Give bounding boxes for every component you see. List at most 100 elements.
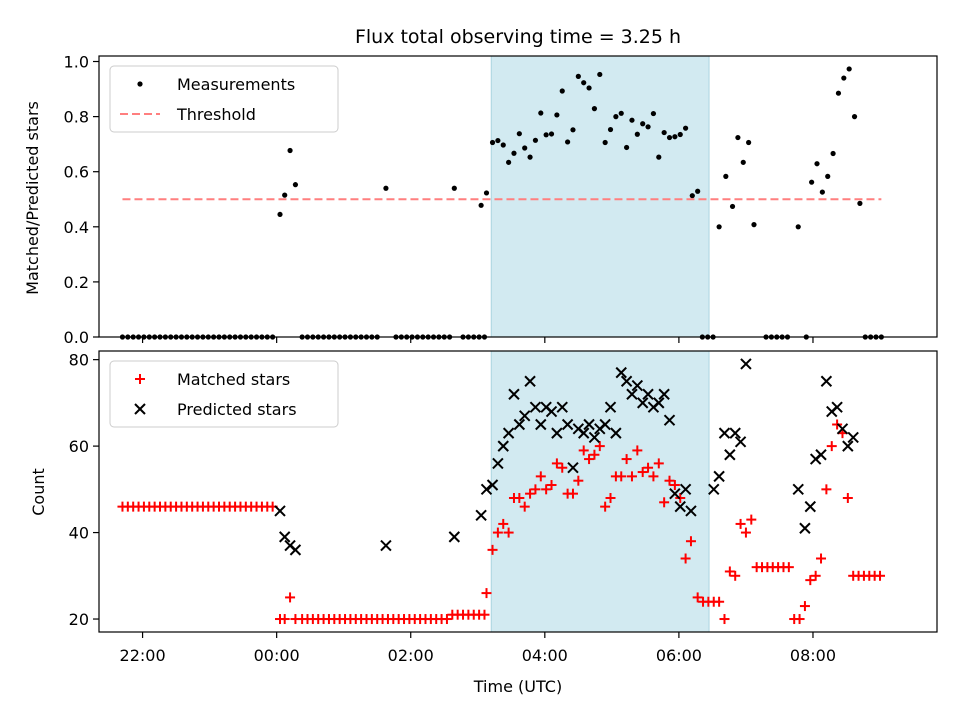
- x-b: [508, 388, 520, 400]
- measurement-point: [527, 154, 533, 160]
- predicted-point: [658, 388, 670, 400]
- x-b: [615, 366, 627, 379]
- x-b: [545, 405, 558, 418]
- measurement-point: [602, 139, 608, 146]
- x-b: [734, 436, 747, 448]
- matched-point: [605, 492, 616, 503]
- x-b: [513, 418, 526, 431]
- matched-point: [643, 462, 654, 473]
- measurement-point: [819, 189, 825, 195]
- predicted-point: [492, 457, 504, 470]
- predicted-point: [620, 375, 633, 387]
- measurement-point: [565, 139, 571, 145]
- series-measurements: [119, 66, 884, 340]
- matched-point: [653, 458, 664, 469]
- predicted-point: [599, 418, 611, 431]
- predicted-point: [847, 431, 859, 444]
- predicted-point: [815, 449, 827, 461]
- predicted-point: [577, 427, 590, 439]
- measurement-point: [795, 224, 801, 230]
- x-b: [486, 479, 499, 491]
- legend-box: [109, 65, 339, 133]
- x-b: [740, 358, 752, 370]
- measurement-point: [581, 80, 587, 86]
- predicted-point: [497, 440, 509, 452]
- predicted-point: [561, 418, 574, 431]
- measurement-point: [634, 131, 640, 137]
- matched-point: [498, 518, 509, 529]
- measurement-point: [851, 114, 858, 120]
- matched-point: [746, 514, 757, 525]
- measurement-point: [689, 193, 695, 199]
- predicted-point: [685, 505, 697, 517]
- matched-point: [805, 575, 816, 586]
- matched-point: [492, 527, 503, 538]
- predicted-point: [524, 375, 536, 387]
- measurement-point: [814, 161, 820, 167]
- measurement-point: [746, 139, 752, 146]
- x-b: [567, 462, 579, 474]
- matched-point: [479, 609, 490, 620]
- measurement-point: [575, 73, 581, 79]
- matched-point: [794, 614, 805, 625]
- predicted-point: [380, 539, 392, 552]
- x-b: [480, 483, 493, 496]
- x-b: [847, 431, 859, 444]
- plot-frame: [98, 350, 938, 633]
- matched-point: [669, 480, 680, 491]
- measurement-point: [735, 134, 741, 141]
- predicted-point: [278, 531, 291, 543]
- x-b: [448, 531, 461, 543]
- predicted-point: [713, 470, 725, 483]
- measurement-point: [559, 88, 565, 94]
- x-b: [535, 418, 547, 431]
- x-b: [799, 522, 811, 534]
- predicted-point: [653, 397, 665, 409]
- x-b: [551, 427, 563, 439]
- matched-point: [719, 614, 730, 625]
- x-b: [663, 414, 676, 426]
- predicted-point: [626, 388, 638, 400]
- measurement-point: [656, 154, 662, 160]
- measurement-point: [624, 144, 630, 151]
- measurement-point: [287, 147, 293, 154]
- measurement-point: [506, 159, 512, 165]
- predicted-point: [556, 401, 568, 413]
- measurement-point: [489, 139, 496, 146]
- predicted-point: [663, 414, 676, 426]
- predicted-point: [448, 531, 461, 543]
- y-tick-label: 20: [69, 610, 89, 629]
- x-tick-label: 06:00: [656, 646, 702, 665]
- x-b: [815, 449, 827, 461]
- predicted-point: [642, 388, 654, 400]
- measurement-point: [672, 134, 678, 140]
- measurement-point: [591, 106, 598, 112]
- matched-point: [648, 471, 659, 482]
- matched-point: [481, 588, 492, 599]
- x-b: [278, 531, 291, 543]
- measurement-point: [516, 131, 522, 137]
- measurement-point: [277, 211, 283, 218]
- predicted-point: [708, 483, 720, 496]
- chart-title: Flux total observing time = 3.25 h: [355, 26, 681, 48]
- matched-point: [735, 518, 746, 529]
- predicted-point: [567, 462, 579, 474]
- matched-point: [821, 484, 832, 495]
- measurement-point: [483, 190, 490, 196]
- matched-point: [600, 501, 611, 512]
- x-b: [713, 470, 725, 483]
- matched-point: [546, 480, 557, 491]
- x-b: [831, 401, 843, 413]
- measurement-point: [532, 137, 539, 143]
- predicted-point: [674, 500, 686, 513]
- measurement-point: [554, 112, 560, 118]
- predicted-point: [475, 509, 487, 521]
- matched-point: [626, 471, 637, 482]
- x-b: [518, 410, 531, 422]
- measurement-point: [640, 121, 646, 127]
- x-tick-label: 00:00: [254, 646, 300, 665]
- x-b: [674, 500, 686, 513]
- matched-point: [573, 475, 584, 486]
- x-b: [804, 500, 817, 513]
